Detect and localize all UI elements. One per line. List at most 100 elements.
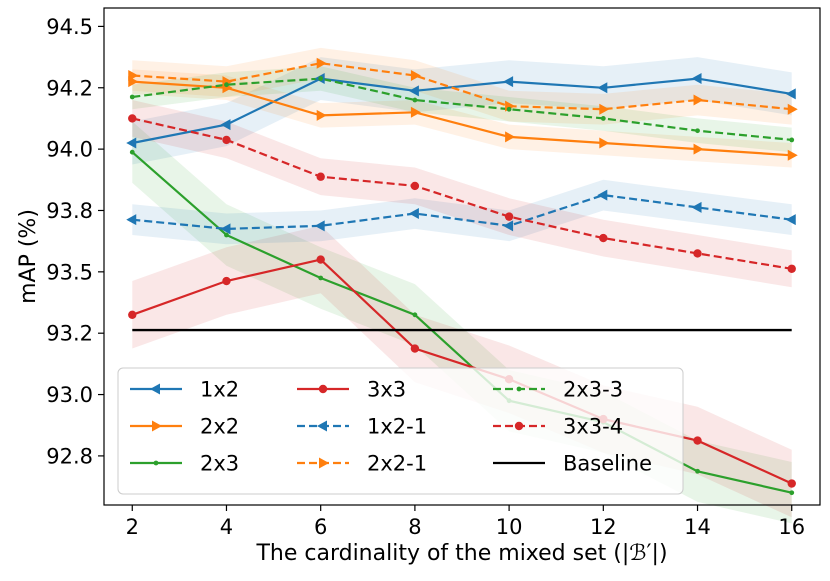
data-point-1x2-1-2 <box>126 214 137 226</box>
y-tick-label: 93.0 <box>46 383 93 407</box>
legend-marker-2x3 <box>153 460 159 466</box>
data-point-1x2-1-10 <box>503 220 514 232</box>
data-point-3x3-4-6 <box>316 172 325 181</box>
data-point-1x2-12 <box>597 82 608 94</box>
data-point-2x2-1-6 <box>316 57 327 69</box>
series-line-1x2 <box>132 77 792 145</box>
data-point-2x3-3-14 <box>695 128 700 134</box>
data-point-3x3-14 <box>693 436 702 445</box>
data-point-1x2-1-12 <box>597 189 608 201</box>
data-point-2x2-10 <box>505 131 516 143</box>
data-point-3x3-4-12 <box>599 233 608 243</box>
legend-label-2x2: 2x2 <box>200 415 239 439</box>
band-3x3-4 <box>132 100 792 288</box>
data-point-3x3-4-2 <box>128 114 137 123</box>
data-point-2x3-2 <box>129 149 135 155</box>
y-tick-label: 93.8 <box>46 199 93 223</box>
y-tick-label: 93.5 <box>46 260 93 284</box>
data-point-1x2-8 <box>408 85 419 97</box>
data-point-3x3-2 <box>128 310 137 319</box>
data-point-2x3-3-4 <box>224 82 229 88</box>
series-line-2x2 <box>132 80 792 157</box>
data-point-1x2-14 <box>691 73 702 85</box>
data-point-2x2-1-2 <box>128 69 139 81</box>
band-2x3-3 <box>132 66 792 153</box>
plot-frame <box>103 7 821 506</box>
series-line-1x2-1 <box>132 193 792 231</box>
data-point-2x2-1-14 <box>693 94 704 106</box>
data-point-1x2-2 <box>126 137 137 149</box>
data-point-2x3-8 <box>412 312 418 318</box>
y-tick-label: 94.0 <box>46 138 93 162</box>
data-point-1x2-10 <box>503 76 514 88</box>
legend-item-1x2: 1x2 <box>130 378 239 402</box>
series-line-2x3-3 <box>132 77 792 141</box>
data-point-1x2-1-14 <box>691 201 702 213</box>
data-point-2x2-6 <box>316 109 327 121</box>
legend-label-3x3-4: 3x3-4 <box>563 415 623 439</box>
data-point-3x3-4-4 <box>222 135 231 145</box>
legend-item-3x3: 3x3 <box>297 378 406 402</box>
x-axis-title: The cardinality of the mixed set (|ℬ′|) <box>255 541 667 566</box>
band-2x2 <box>132 69 792 168</box>
data-point-2x3-3-16 <box>789 137 795 143</box>
legend-marker-3x3-4 <box>514 421 524 431</box>
data-point-2x3-3-6 <box>318 76 324 81</box>
y-tick-label: 94.2 <box>46 76 93 100</box>
data-point-3x3-8 <box>410 344 420 353</box>
data-point-2x3-3-12 <box>600 116 606 121</box>
legend-item-2x2-1: 2x2-1 <box>297 452 427 476</box>
data-point-2x2-8 <box>410 106 421 118</box>
legend-item-2x3-3: 2x3-3 <box>493 378 623 402</box>
legend-marker-1x2 <box>150 383 160 395</box>
legend-item-1x2-1: 1x2-1 <box>297 415 427 439</box>
legend-marker-2x2 <box>152 420 162 432</box>
legend-label-2x3: 2x3 <box>200 452 239 476</box>
x-tick-label: 2 <box>126 515 139 539</box>
legend-label-baseline: Baseline <box>563 452 652 476</box>
x-tick-label: 12 <box>590 515 617 539</box>
data-point-2x3-14 <box>695 468 700 474</box>
x-tick-label: 8 <box>408 515 421 539</box>
y-axis-ticks: 92.8 93.0 93.2 93.5 93.8 94.0 94.2 94.5 <box>46 15 104 468</box>
y-tick-label: 93.2 <box>46 322 93 346</box>
legend-label-1x2-1: 1x2-1 <box>367 415 427 439</box>
data-point-3x3-4-16 <box>787 264 796 273</box>
legend-marker-2x3-3 <box>516 386 522 392</box>
data-point-2x3-6 <box>318 275 324 281</box>
y-axis-title: mAP (%) <box>16 209 41 304</box>
data-point-2x3-3-10 <box>506 106 512 112</box>
data-point-1x2-4 <box>220 119 231 131</box>
legend: 1x2 2x2 2x3 3x3 1x2-1 2x2-1 2x3-3 3x3-4 Baseline <box>117 367 684 495</box>
x-tick-label: 6 <box>314 515 327 539</box>
legend-label-2x3-3: 2x3-3 <box>563 378 623 402</box>
legend-item-baseline: Baseline <box>493 452 652 476</box>
data-point-2x2-12 <box>599 137 610 149</box>
data-point-2x2-1-8 <box>410 69 421 81</box>
data-point-2x2-1-16 <box>787 103 798 115</box>
data-point-1x2-16 <box>785 88 796 100</box>
series-line-2x2-1 <box>132 62 792 111</box>
legend-marker-2x2-1 <box>319 457 329 469</box>
series-line-3x3-4 <box>132 117 792 270</box>
data-point-2x3-4 <box>224 232 229 238</box>
data-point-2x3-3-2 <box>129 94 135 100</box>
x-tick-label: 4 <box>220 515 233 539</box>
data-point-2x3-3-8 <box>412 97 418 103</box>
legend-label-3x3: 3x3 <box>367 378 406 402</box>
data-point-3x3-16 <box>787 479 796 488</box>
data-point-3x3-4-8 <box>410 181 420 191</box>
legend-label-1x2: 1x2 <box>200 378 239 402</box>
x-tick-label: 10 <box>496 515 523 539</box>
data-point-3x3-4-10 <box>504 212 514 221</box>
data-point-1x2-1-4 <box>220 223 231 235</box>
x-tick-label: 14 <box>684 515 711 539</box>
data-point-2x2-16 <box>787 149 798 161</box>
x-tick-label: 16 <box>778 515 805 539</box>
data-point-2x2-14 <box>693 143 704 155</box>
x-axis-ticks: 2 4 6 8 10 12 14 16 <box>126 505 805 539</box>
band-1x2 <box>132 57 792 165</box>
data-point-3x3-6 <box>316 255 325 264</box>
legend-item-3x3-4: 3x3-4 <box>493 415 623 439</box>
